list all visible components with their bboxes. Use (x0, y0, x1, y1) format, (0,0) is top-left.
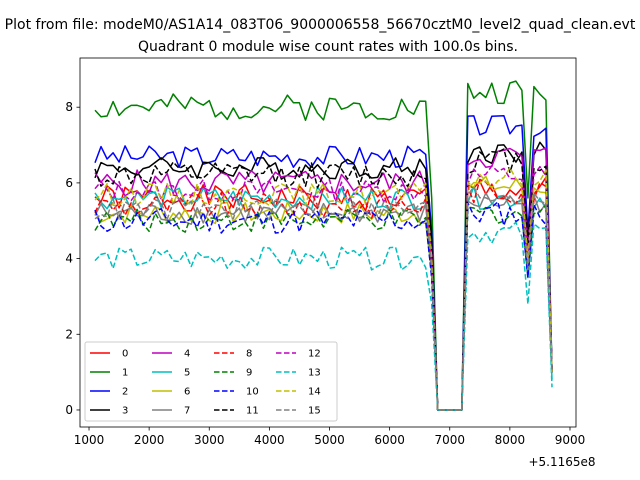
series-line-8 (94, 178, 553, 411)
legend-label-5: 5 (184, 368, 190, 379)
x-tick-label: 6000 (374, 433, 405, 447)
series-line-10 (94, 201, 553, 411)
series-line-11 (94, 148, 553, 411)
chart-title: Quadrant 0 module wise count rates with … (138, 39, 518, 55)
x-tick-label: 7000 (434, 433, 465, 447)
legend-label-9: 9 (246, 368, 252, 379)
legend-label-11: 11 (246, 406, 259, 417)
series-line-7 (94, 192, 553, 411)
series-line-2 (94, 115, 553, 411)
series-line-15 (94, 186, 553, 411)
plot-area: 1000 2000 3000 4000 5000 6000 7000 8000 9000 0 2 4 6… (65, 57, 586, 447)
x-tick-label: 2000 (134, 433, 165, 447)
x-tick-label: 9000 (555, 433, 586, 447)
y-tick-label: 4 (65, 252, 73, 266)
x-tick-label: 1000 (74, 433, 105, 447)
series-line-12 (94, 165, 553, 411)
legend-label-8: 8 (246, 349, 252, 360)
legend-label-10: 10 (246, 387, 259, 398)
chart-suptitle: Plot from file: modeM0/AS1A14_083T06_900… (5, 17, 636, 33)
series-line-6 (94, 175, 553, 411)
axes-frame (79, 57, 577, 428)
legend-label-14: 14 (308, 387, 321, 398)
legend-label-6: 6 (184, 387, 190, 398)
legend-label-12: 12 (308, 349, 321, 360)
legend-label-3: 3 (122, 406, 128, 417)
x-tick-label: 8000 (495, 433, 526, 447)
legend-label-0: 0 (122, 349, 128, 360)
legend-label-1: 1 (122, 368, 128, 379)
x-tick-label: 5000 (314, 433, 345, 447)
series-line-9 (94, 204, 553, 411)
series-line-13 (94, 221, 553, 411)
x-axis-offset-label: +5.1165e8 (528, 455, 595, 469)
x-tick-label: 3000 (194, 433, 225, 447)
legend-label-15: 15 (308, 406, 321, 417)
series-line-1 (94, 80, 553, 411)
x-tick-label: 4000 (254, 433, 285, 447)
y-tick-label: 0 (65, 403, 73, 417)
series-line-3 (94, 141, 553, 411)
y-tick-label: 6 (65, 176, 73, 190)
series-line-4 (94, 147, 553, 411)
y-tick-label: 8 (65, 100, 73, 114)
legend-label-4: 4 (184, 349, 190, 360)
y-tick-label: 2 (65, 327, 73, 341)
legend-box (84, 341, 338, 422)
legend-label-7: 7 (184, 406, 190, 417)
legend-label-2: 2 (122, 387, 128, 398)
legend-label-13: 13 (308, 368, 321, 379)
